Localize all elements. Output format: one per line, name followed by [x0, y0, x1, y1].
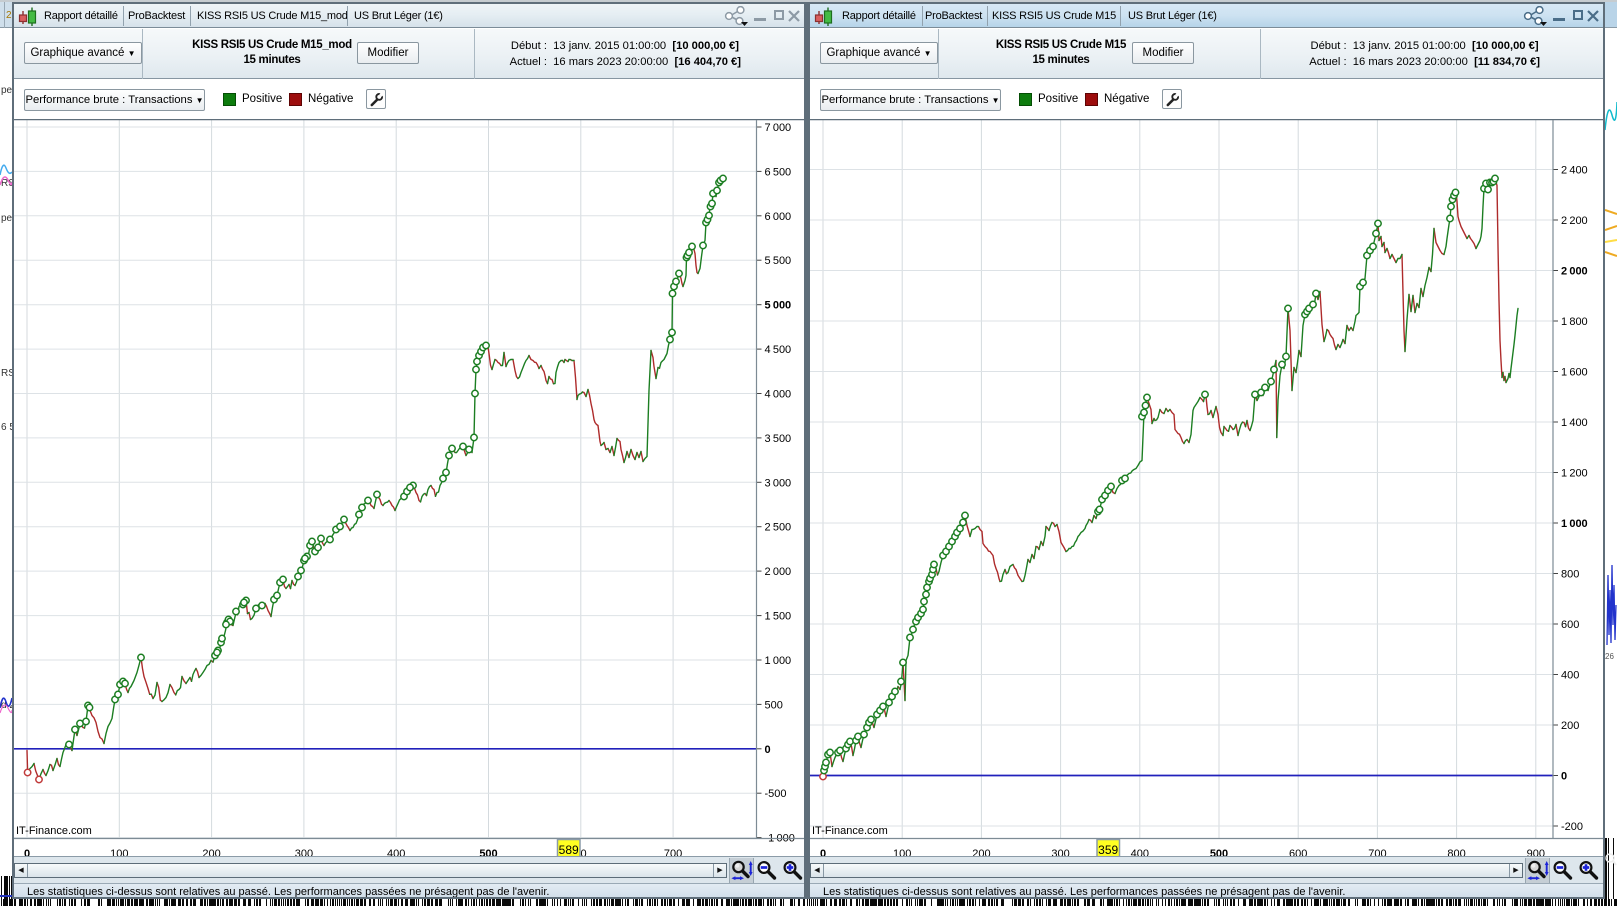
svg-text:600: 600 — [1289, 848, 1307, 859]
svg-text:700: 700 — [664, 848, 682, 859]
svg-text:IT-Finance.com: IT-Finance.com — [812, 825, 888, 837]
svg-text:IT-Finance.com: IT-Finance.com — [16, 825, 92, 837]
svg-text:500: 500 — [479, 848, 497, 859]
svg-text:400: 400 — [1131, 848, 1149, 859]
svg-text:-500: -500 — [765, 788, 787, 800]
svg-text:1 600: 1 600 — [1561, 366, 1588, 378]
svg-text:800: 800 — [1447, 848, 1465, 859]
svg-text:4 000: 4 000 — [765, 388, 792, 400]
svg-text:800: 800 — [1561, 568, 1579, 580]
svg-text:400: 400 — [1561, 669, 1579, 681]
svg-text:200: 200 — [1561, 720, 1579, 732]
svg-text:589: 589 — [559, 843, 579, 857]
svg-text:0: 0 — [820, 848, 826, 859]
svg-text:6 500: 6 500 — [765, 166, 792, 178]
svg-text:1 800: 1 800 — [1561, 316, 1588, 328]
svg-text:300: 300 — [1051, 848, 1069, 859]
svg-text:359: 359 — [1098, 843, 1118, 857]
svg-text:100: 100 — [893, 848, 911, 859]
svg-text:0: 0 — [765, 743, 771, 755]
svg-text:200: 200 — [202, 848, 220, 859]
svg-text:900: 900 — [1527, 848, 1545, 859]
svg-text:4 500: 4 500 — [765, 344, 792, 356]
svg-text:-200: -200 — [1561, 821, 1583, 833]
svg-text:1 200: 1 200 — [1561, 467, 1588, 479]
svg-text:5 000: 5 000 — [765, 299, 792, 311]
svg-text:2 000: 2 000 — [1561, 265, 1588, 277]
svg-text:0: 0 — [1561, 770, 1567, 782]
svg-text:200: 200 — [972, 848, 990, 859]
svg-text:100: 100 — [110, 848, 128, 859]
svg-text:300: 300 — [295, 848, 313, 859]
svg-text:6 000: 6 000 — [765, 210, 792, 222]
svg-text:7 000: 7 000 — [765, 122, 792, 134]
svg-text:0: 0 — [24, 848, 30, 859]
svg-text:700: 700 — [1368, 848, 1386, 859]
svg-text:0: 0 — [580, 848, 586, 859]
svg-text:1 000: 1 000 — [765, 655, 792, 667]
svg-text:2 200: 2 200 — [1561, 215, 1588, 227]
svg-text:2 400: 2 400 — [1561, 164, 1588, 176]
svg-text:400: 400 — [387, 848, 405, 859]
svg-text:5 500: 5 500 — [765, 255, 792, 267]
svg-text:1 500: 1 500 — [765, 610, 792, 622]
svg-text:3 000: 3 000 — [765, 477, 792, 489]
svg-text:3 500: 3 500 — [765, 432, 792, 444]
svg-text:600: 600 — [1561, 619, 1579, 631]
svg-text:2 000: 2 000 — [765, 566, 792, 578]
svg-text:1 000: 1 000 — [1561, 518, 1588, 530]
svg-text:500: 500 — [1210, 848, 1228, 859]
svg-text:2 500: 2 500 — [765, 521, 792, 533]
svg-text:1 400: 1 400 — [1561, 417, 1588, 429]
svg-text:500: 500 — [765, 699, 783, 711]
